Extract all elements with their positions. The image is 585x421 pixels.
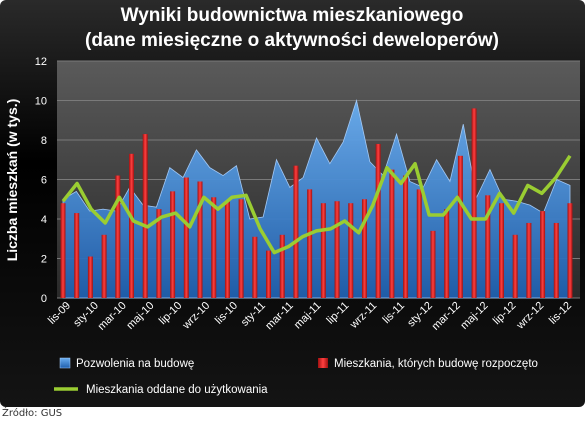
bar-mieszkania-rozpoczete [498, 203, 504, 298]
bar-mieszkania-rozpoczete [238, 199, 244, 298]
y-tick-label: 0 [41, 293, 47, 305]
bar-mieszkania-rozpoczete [252, 236, 258, 298]
bar-mieszkania-rozpoczete [129, 153, 135, 298]
bar-mieszkania-rozpoczete [444, 209, 450, 298]
bar-mieszkania-rozpoczete [471, 108, 477, 299]
bar-mieszkania-rozpoczete [320, 203, 326, 298]
bar-mieszkania-rozpoczete [375, 143, 381, 298]
bar-mieszkania-rozpoczete [403, 175, 409, 298]
x-tick-label: lis-10 [213, 300, 240, 327]
x-tick-label: wrz-11 [347, 300, 379, 332]
bar-mieszkania-rozpoczete [540, 211, 546, 298]
bar-mieszkania-rozpoczete [430, 230, 436, 298]
legend-label: Pozwolenia na budowę [76, 358, 194, 370]
bar-mieszkania-rozpoczete [526, 222, 532, 298]
bar-mieszkania-rozpoczete [567, 203, 573, 298]
y-tick-label: 2 [41, 254, 47, 266]
legend-swatch-rozpoczete [318, 358, 328, 368]
bar-mieszkania-rozpoczete [197, 181, 203, 298]
bar-mieszkania-rozpoczete [361, 199, 367, 298]
x-tick-label: maj-12 [458, 300, 490, 332]
x-tick-label: maj-11 [292, 300, 324, 332]
y-tick-label: 10 [35, 96, 47, 108]
x-tick-label: wrz-12 [514, 300, 547, 333]
bar-mieszkania-rozpoczete [156, 209, 162, 298]
x-tick-label: mar-12 [430, 300, 463, 333]
bar-mieszkania-rozpoczete [60, 203, 66, 298]
bar-mieszkania-rozpoczete [389, 169, 395, 298]
x-tick-label: mar-10 [96, 300, 129, 333]
source-note: Źródło: GUS [2, 408, 63, 419]
x-tick-label: wrz-10 [180, 300, 213, 333]
chart-title-line1: Wyniki budownictwa mieszkaniowego [121, 5, 464, 26]
y-tick-label: 8 [41, 135, 47, 147]
bar-mieszkania-rozpoczete [279, 234, 285, 298]
y-tick-label: 6 [41, 175, 47, 187]
bar-mieszkania-rozpoczete [74, 213, 80, 298]
bar-mieszkania-rozpoczete [334, 201, 340, 298]
chart-title-line2: (dane miesięczne o aktywności deweloperó… [85, 30, 499, 51]
bar-mieszkania-rozpoczete [224, 201, 230, 298]
bar-mieszkania-rozpoczete [485, 195, 491, 298]
line-series-oddane [61, 154, 572, 255]
x-tick-label: mar-11 [263, 300, 296, 333]
x-tick-label: lis-12 [547, 300, 574, 327]
bar-mieszkania-rozpoczete [293, 165, 299, 298]
bar-mieszkania-rozpoczete [457, 155, 463, 298]
bar-mieszkania-rozpoczete [142, 134, 148, 298]
y-tick-label: 4 [41, 214, 47, 226]
bar-mieszkania-rozpoczete [553, 222, 559, 298]
bar-mieszkania-rozpoczete [183, 177, 189, 298]
y-axis-label: Liczba mieszkań (w tys.) [4, 99, 20, 262]
y-tick-label: 12 [35, 56, 47, 68]
bar-mieszkania-rozpoczete [348, 203, 354, 298]
bar-mieszkania-rozpoczete [266, 250, 272, 298]
bar-mieszkania-rozpoczete [115, 175, 121, 298]
chart-svg: Wyniki budownictwa mieszkaniowego (dane … [4, 5, 580, 396]
bar-mieszkania-rozpoczete [512, 234, 518, 298]
bar-mieszkania-rozpoczete [87, 256, 93, 298]
legend-label: Mieszkania, których budowę rozpoczęto [334, 358, 538, 370]
bar-mieszkania-rozpoczete [170, 191, 176, 298]
x-tick-label: lis-11 [381, 300, 408, 327]
bar-mieszkania-rozpoczete [307, 189, 313, 298]
x-tick-label: maj-10 [124, 300, 156, 332]
bar-mieszkania-rozpoczete [416, 189, 422, 298]
bar-mieszkania-rozpoczete [211, 197, 217, 298]
x-tick-label: lis-09 [46, 300, 73, 327]
legend-swatch-pozwolenia [59, 357, 71, 369]
bar-mieszkania-rozpoczete [101, 234, 107, 298]
legend-label: Mieszkania oddane do użytkowania [86, 384, 268, 396]
